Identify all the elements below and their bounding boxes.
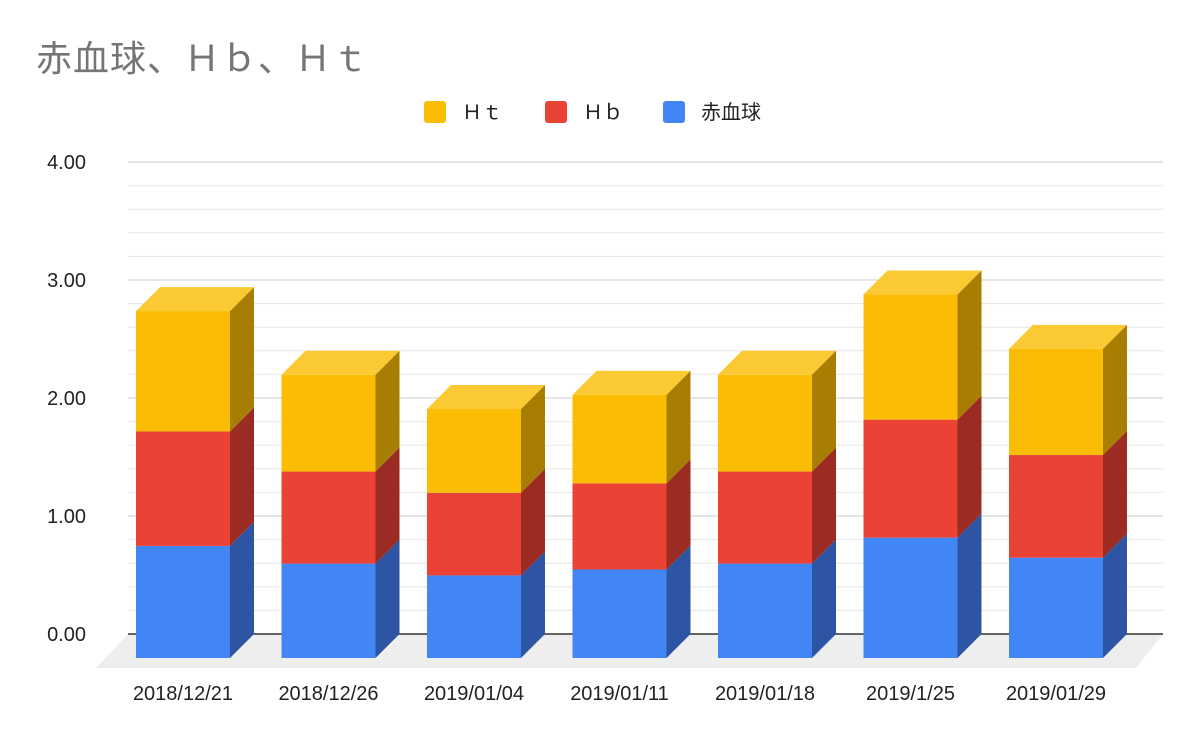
legend-label: 赤血球	[701, 100, 761, 124]
y-tick-label: 2.00	[47, 388, 86, 410]
bar-stack	[136, 287, 254, 658]
bar-segment-side	[375, 350, 400, 472]
bar-segment-side	[230, 521, 254, 658]
x-tick-label: 2019/1/25	[866, 683, 955, 705]
bar-segment-side	[1103, 533, 1127, 658]
bar-segment-front	[1009, 455, 1103, 558]
bar-segment-front	[136, 311, 230, 432]
x-tick-label: 2019/01/18	[715, 683, 815, 705]
bar-top	[427, 385, 545, 410]
bar-segment-front	[718, 471, 812, 564]
bar-segment-front	[718, 374, 812, 472]
bar-segment-front	[718, 563, 812, 658]
x-tick-label: 2018/12/21	[133, 683, 233, 705]
bar-segment-side	[666, 459, 691, 570]
bar-segment-side	[666, 545, 691, 658]
legend-item: Ｈｔ	[424, 100, 502, 124]
bar-segment-side	[957, 513, 982, 658]
y-tick-label: 1.00	[47, 506, 86, 528]
bar-top	[136, 287, 254, 312]
bar-top	[572, 370, 691, 395]
bar-stack	[572, 370, 691, 658]
bar-segment-front	[572, 483, 667, 570]
bar-segment-side	[1103, 324, 1127, 456]
legend-swatch	[663, 101, 685, 123]
bar-segment-side	[230, 407, 254, 546]
bar-segment-front	[427, 492, 521, 576]
bar-segment-front	[427, 575, 521, 658]
bar-stack	[718, 350, 836, 658]
bar-segment-front	[281, 563, 376, 658]
chart-title: 赤血球、Ｈｂ、Ｈｔ	[36, 39, 370, 80]
y-tick-label: 3.00	[47, 270, 86, 292]
bar-top	[281, 350, 400, 375]
legend-swatch	[424, 101, 446, 123]
bar-segment-front	[863, 419, 958, 538]
bar-segment-front	[136, 431, 230, 546]
y-tick-label: 4.00	[47, 152, 86, 174]
bar-stack	[863, 270, 982, 658]
legend-swatch	[545, 101, 567, 123]
legend-item: Ｈｂ	[545, 100, 623, 124]
bar-top	[718, 350, 836, 375]
bar-segment-side	[812, 539, 836, 658]
bar-stack	[281, 350, 400, 658]
x-tick-label: 2019/01/04	[424, 683, 524, 705]
bar-segment-side	[521, 551, 545, 658]
bar-segment-side	[666, 370, 691, 484]
legend-item: 赤血球	[663, 100, 761, 124]
bar-segment-side	[521, 468, 545, 576]
bar-stack	[1009, 324, 1127, 658]
x-tick-label: 2019/01/29	[1006, 683, 1106, 705]
legend-label: Ｈｂ	[583, 100, 623, 124]
bar-stack	[427, 385, 545, 658]
bars	[136, 270, 1127, 658]
legend-label: Ｈｔ	[462, 100, 502, 124]
bar-segment-front	[281, 374, 376, 472]
y-axis-ticks: 0.00 1.00 2.00 3.00 4.00	[47, 152, 86, 646]
bar-segment-side	[230, 287, 254, 432]
bar-segment-side	[1103, 431, 1127, 558]
bar-segment-side	[957, 270, 982, 420]
bar-segment-side	[375, 539, 400, 658]
x-tick-label: 2018/12/26	[278, 683, 378, 705]
bar-top	[863, 270, 982, 295]
x-axis-ticks: 2018/12/21 2018/12/26 2019/01/04 2019/01/11…	[133, 683, 1106, 705]
bar-segment-front	[863, 294, 958, 420]
bar-segment-front	[863, 537, 958, 658]
bar-segment-front	[427, 409, 521, 493]
bar-segment-front	[572, 569, 667, 658]
legend: Ｈｔ Ｈｂ 赤血球	[424, 100, 761, 124]
bar-segment-front	[281, 471, 376, 564]
bar-segment-front	[572, 394, 667, 484]
bar-segment-side	[521, 385, 545, 493]
bar-segment-front	[136, 545, 230, 658]
y-tick-label: 0.00	[47, 624, 86, 646]
bar-segment-side	[812, 447, 836, 564]
bar-segment-side	[375, 447, 400, 564]
x-tick-label: 2019/01/11	[570, 683, 669, 705]
bar-segment-side	[957, 395, 982, 538]
bar-top	[1009, 324, 1127, 349]
bar-segment-front	[1009, 557, 1103, 658]
bar-segment-front	[1009, 348, 1103, 456]
bar-segment-side	[812, 350, 836, 472]
